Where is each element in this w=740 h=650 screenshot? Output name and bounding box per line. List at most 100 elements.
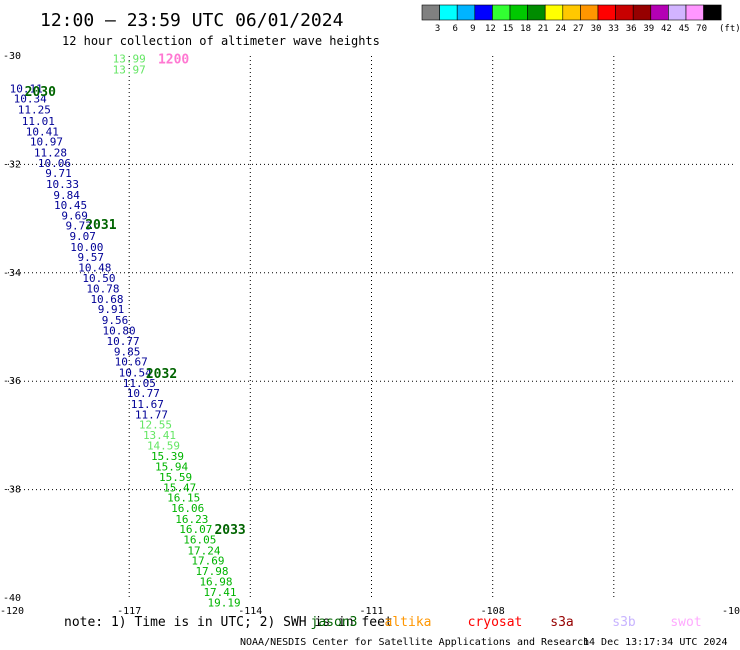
data-point-label: 10.77 [127, 387, 160, 400]
data-point-label: 11.25 [18, 104, 51, 117]
data-point-label: 11.05 [123, 377, 156, 390]
data-point-label: 10.54 [119, 367, 152, 380]
y-tick-label: -40 [3, 593, 21, 604]
x-tick-label: -117 [117, 606, 141, 617]
legend-label: 33 [608, 24, 619, 34]
legend-label: 18 [520, 24, 531, 34]
data-point-label: 15.39 [151, 450, 184, 463]
data-point-label: 14.59 [147, 440, 180, 453]
y-tick-label: -36 [3, 376, 21, 387]
data-point-label: 13.41 [143, 429, 176, 442]
data-point-label: 9.07 [69, 230, 96, 243]
data-point-label: 13.99 [113, 53, 146, 66]
y-tick-label: -32 [3, 159, 21, 170]
satellite-name: s3a [550, 615, 573, 630]
x-tick-label: -111 [359, 606, 383, 617]
legend-swatch [562, 4, 581, 21]
legend-swatch [632, 4, 652, 21]
data-point-label: 11.01 [22, 115, 55, 128]
legend-swatch [615, 4, 634, 21]
time-labels: 2030 2031 2032 2033 1200 [25, 53, 246, 539]
satellite-name: altika [385, 615, 432, 630]
data-point-label: 16.23 [175, 513, 208, 526]
legend-swatch [421, 4, 440, 21]
data-point-label: 15.94 [155, 460, 188, 473]
footer-timestamp: 14 Dec 13:17:34 UTC 2024 [583, 637, 728, 648]
data-point-label: 16.07 [179, 523, 212, 536]
legend-label: 24 [555, 24, 566, 34]
satellite-name: s3b [612, 615, 636, 630]
data-point-label: 10.48 [78, 261, 111, 274]
data-point-label: 10.80 [103, 324, 136, 337]
legend-unit-label: (ft) [719, 24, 740, 34]
legend-label: 27 [573, 24, 584, 34]
legend-swatch [456, 4, 476, 21]
satellite-name: jason3 [311, 615, 358, 630]
legend-label: 39 [643, 24, 654, 34]
x-tick-label: -114 [238, 606, 262, 617]
data-point-label: 11.67 [131, 398, 164, 411]
data-point-label: 16.06 [171, 502, 204, 515]
chart-title: 12:00 – 23:59 UTC 06/01/2024 [40, 10, 343, 31]
data-point-label: 9.56 [102, 314, 129, 327]
time-label: 2031 [85, 218, 116, 233]
data-point-label: 9.84 [53, 189, 80, 202]
satellite-legend: jason3 altika cryosat s3a s3b swot [311, 615, 702, 630]
legend-swatch [492, 4, 511, 21]
data-point-label: 9.57 [78, 251, 105, 264]
legend-label: 45 [679, 24, 690, 34]
color-legend: 3 6 9 12 15 18 21 24 27 30 33 36 39 42 45 70 [421, 4, 722, 34]
legend-label: 6 [452, 24, 457, 34]
time-label: 2033 [214, 523, 245, 538]
data-point-label: 17.24 [187, 544, 220, 557]
data-point-label: 16.15 [167, 492, 200, 505]
chart-subtitle: 12 hour collection of altimeter wave hei… [62, 34, 380, 48]
legend-swatch [527, 4, 546, 21]
data-point-label: 15.59 [159, 471, 192, 484]
data-point-label: 10.78 [86, 283, 119, 296]
legend-label: 42 [661, 24, 672, 34]
data-point-label: 9.73 [65, 220, 92, 233]
footer-credit: NOAA/NESDIS Center for Satellite Applica… [240, 637, 589, 648]
x-tick-label: -108 [481, 606, 505, 617]
legend-label: 21 [538, 24, 549, 34]
legend-label: 12 [485, 24, 496, 34]
data-point-label: 10.67 [115, 356, 148, 369]
data-point-label: 10.11 [10, 83, 43, 96]
legend-label: 3 [435, 24, 440, 34]
data-point-label: 10.34 [14, 92, 47, 105]
note-text: note: 1) Time is in UTC; 2) SWH is in fe… [64, 615, 393, 630]
legend-label: 9 [470, 24, 475, 34]
legend-swatch [474, 4, 493, 21]
data-points: 10.1110.3411.2511.0110.4110.9711.2810.06… [10, 53, 241, 610]
legend-swatch [580, 4, 599, 21]
data-point-label: 10.45 [54, 199, 87, 212]
data-point-label: 9.71 [45, 167, 72, 180]
data-point-label: 16.98 [199, 576, 232, 589]
data-point-label: 10.00 [70, 241, 103, 254]
legend-swatch [668, 4, 687, 21]
legend-swatch [703, 4, 722, 21]
legend-swatch [439, 4, 458, 21]
data-point-label: 10.77 [107, 335, 140, 348]
y-tick-label: -34 [3, 268, 21, 279]
data-point-label: 11.28 [34, 147, 67, 160]
data-point-label: 10.50 [82, 272, 115, 285]
satellite-name: swot [670, 615, 701, 630]
data-point-label: 17.69 [191, 555, 224, 568]
legend-swatch [597, 4, 616, 21]
data-point-label: 10.06 [38, 157, 71, 170]
satellite-name: cryosat [468, 615, 523, 630]
data-point-label: 9.91 [98, 303, 125, 316]
axis-ticks: -120 -117 -114 -111 -108 -10 -30 -32 -34 -36 -38 -4… [0, 51, 740, 617]
data-point-label: 9.85 [114, 345, 141, 358]
data-point-label: 10.33 [46, 178, 79, 191]
legend-swatch [509, 4, 528, 21]
time-label: 2030 [25, 85, 56, 100]
time-label: 1200 [158, 53, 189, 68]
data-point-label: 10.41 [26, 125, 59, 138]
data-point-label: 17.41 [203, 586, 236, 599]
legend-label: 36 [626, 24, 637, 34]
y-tick-label: -38 [3, 485, 21, 496]
